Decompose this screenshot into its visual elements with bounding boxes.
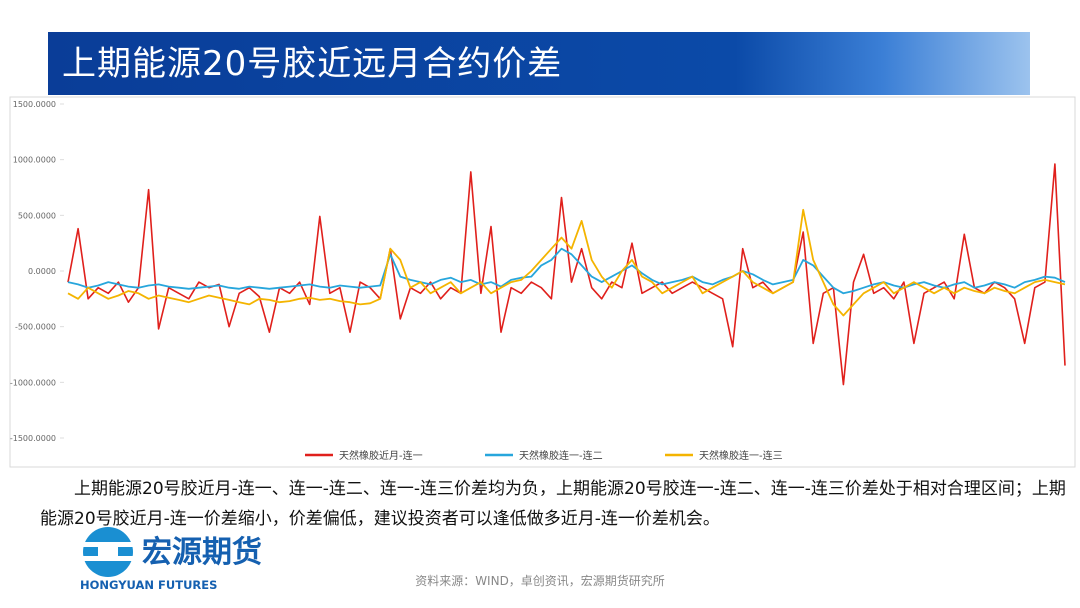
title-banner <box>48 32 1030 95</box>
series-line <box>67 163 1066 386</box>
y-tick-label: 0.0000 <box>28 267 56 276</box>
source: 资料来源：WIND，卓创资讯，宏源期货研究所 <box>415 574 665 588</box>
y-tick-label: 1000.0000 <box>13 156 56 165</box>
logo-square <box>98 544 118 560</box>
y-tick-label: -1500.0000 <box>10 434 56 443</box>
chart-frame <box>9 96 1076 468</box>
series-line <box>67 247 1066 295</box>
y-tick-label: -500.0000 <box>15 323 56 332</box>
logo-cn: 宏源期货 <box>142 535 262 570</box>
logo-en: HONGYUAN FUTURES <box>80 578 217 592</box>
legend-label: 天然橡胶近月-连一 <box>339 449 423 462</box>
y-tick-label: -1000.0000 <box>10 378 56 387</box>
series-line <box>67 208 1066 317</box>
y-tick-label: 1500.0000 <box>13 100 56 109</box>
chart: 1500.0000 1000.0000 500.0000 0.0000 -500.000… <box>9 96 1076 468</box>
legend-label: 天然橡胶连一-连三 <box>699 449 783 462</box>
y-tick-label: 500.0000 <box>18 211 56 220</box>
logo: 宏源期货 HONGYUAN FUTURES <box>80 527 262 592</box>
paragraph: 上期能源20号胶近月-连一、连一-连二、连一-连三价差均为负，上期能源20号胶连… <box>40 479 1066 529</box>
legend-label: 天然橡胶连一-连二 <box>519 449 603 462</box>
title: 上期能源20号胶近远月合约价差 <box>62 44 563 84</box>
